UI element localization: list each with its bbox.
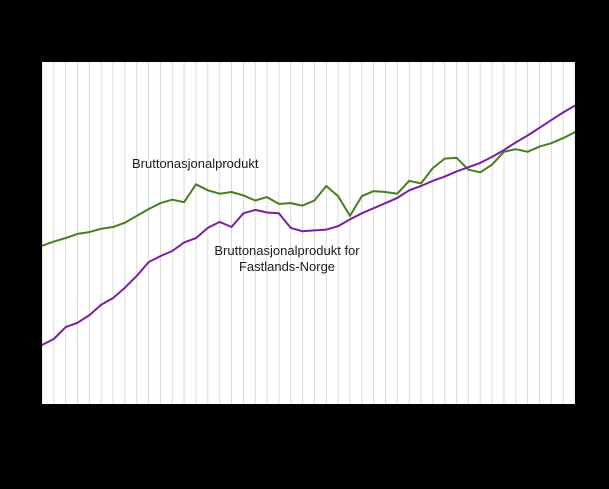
chart-svg [42,62,575,404]
series-label-bnp: Bruttonasjonalprodukt [132,156,259,171]
series-line-fastlands [42,104,575,346]
plot-area: Bruttonasjonalprodukt Bruttonasjonalprod… [42,62,575,404]
series-label-fastlands: Bruttonasjonalprodukt for Fastlands-Norg… [172,243,402,275]
series-label-fastlands-line1: Bruttonasjonalprodukt for [214,243,360,258]
series-label-fastlands-line2: Fastlands-Norge [238,259,336,274]
series-line-bnp [42,131,575,247]
